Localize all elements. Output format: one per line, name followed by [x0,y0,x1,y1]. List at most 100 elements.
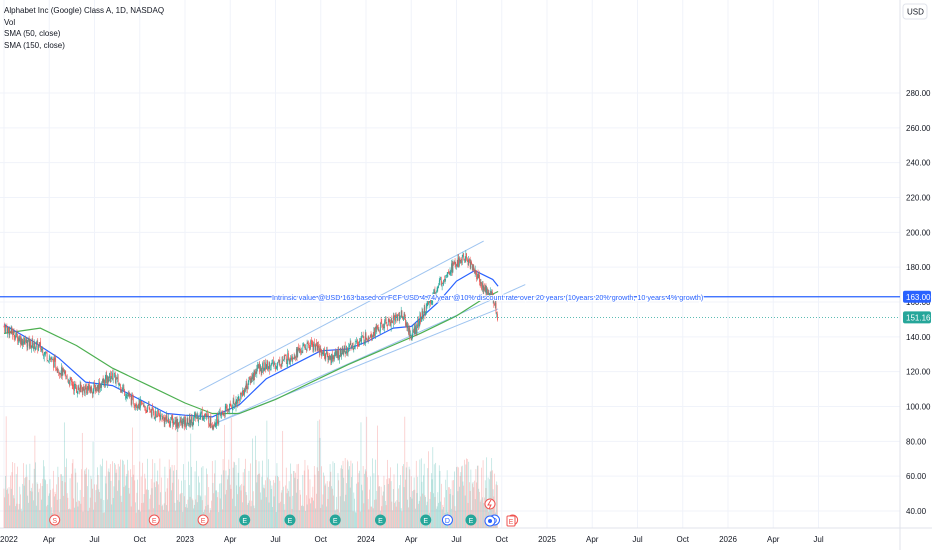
event-marker-label[interactable]: E [423,518,428,525]
volume-bar [410,496,411,528]
volume-bar [265,497,267,528]
candle-body [10,327,12,333]
volume-bar [116,469,118,528]
event-marker-earnings[interactable] [465,514,477,526]
event-marker-split[interactable] [148,514,160,526]
candle-body [151,408,153,417]
candle-body [408,328,410,333]
volume-bar [65,467,67,528]
event-marker-earnings[interactable] [239,514,251,526]
candle-body [78,387,80,391]
event-marker-label[interactable]: E [288,518,293,525]
volume-bar [311,497,312,528]
event-marker-earnings[interactable] [420,514,432,526]
volume-bar [320,507,322,528]
candle-body [135,403,137,407]
sma-50-label[interactable]: SMA (50, close) [4,29,61,38]
event-marker-label[interactable]: E [201,518,206,525]
candle-body [94,383,95,388]
volume-bar [373,473,375,528]
candle-body [384,320,386,328]
volume-bar [292,495,294,528]
event-marker-label[interactable]: E [469,518,474,525]
event-marker-label[interactable]: S [52,518,57,525]
intrinsic-annotation[interactable]: Intrinsic value @USD 163 based on FCF US… [271,292,704,303]
volume-bar [137,509,139,528]
event-marker-label[interactable]: E [152,518,157,525]
volume-bar [119,466,120,528]
candle-body [117,376,119,385]
symbol-title[interactable]: Alphabet Inc (Google) Class A, 1D, NASDA… [4,6,165,15]
volume-bar [309,479,311,528]
volume-bar [367,477,368,528]
candle-body [301,352,303,353]
candle-body [484,287,486,292]
candle-body [115,378,117,384]
event-marker-split[interactable] [49,514,61,526]
volume-bar [419,459,421,528]
event-marker-label[interactable]: E [333,518,338,525]
candle-body [165,416,166,420]
candle-body [469,259,471,267]
sma-150-label[interactable]: SMA (150, close) [4,40,65,50]
volume-indicator-label[interactable]: Vol [4,17,16,27]
volume-bar [185,507,187,528]
event-marker-earnings[interactable] [284,514,296,526]
channel-upper-line[interactable] [199,240,484,392]
candle-body [47,360,49,361]
volume-bar [370,506,372,528]
volume-bar [140,476,142,528]
volume-bar [44,479,46,528]
event-marker-label[interactable]: E [378,518,383,525]
volume-bar [98,489,100,528]
currency-button-label[interactable]: USD [907,8,924,17]
candle-body [288,360,290,362]
candle-body [186,418,188,424]
candle-body [463,253,465,258]
candle-body [263,368,265,371]
candle-body [252,374,254,380]
volume-bar [452,495,454,528]
candle-body [433,290,435,292]
volume-bar [130,469,131,528]
candle-body [418,322,420,328]
volume-bar [71,473,72,528]
currency-button[interactable] [902,3,928,20]
event-marker-earnings[interactable] [329,514,341,526]
candle-body [393,315,395,318]
volume-bar [87,511,89,528]
candle-body [422,311,424,319]
upcoming-earnings-icon[interactable] [506,515,516,527]
volume-bar [166,488,168,528]
volume-bar [25,477,26,528]
event-marker-label[interactable]: E [242,518,247,525]
candle-body [293,357,294,359]
event-marker-split[interactable] [197,514,209,526]
volume-bar [272,506,273,528]
candle-body [258,364,260,369]
time-tick-label: Jul [270,535,280,544]
volume-bar [462,481,464,528]
event-marker-label[interactable]: D [445,518,450,525]
flash-event-icon[interactable] [484,498,496,510]
volume-bar [115,472,117,528]
candle-body [74,383,75,391]
candle-body [155,412,157,416]
volume-bar [56,484,57,528]
sma-150-path[interactable] [3,290,499,415]
event-marker-dividend[interactable] [441,514,453,526]
volume-bar [369,476,371,528]
volume-bar [397,463,398,528]
volume-bar [485,488,487,528]
candle-body [246,381,248,388]
volume-bar [269,479,271,528]
volume-bar [295,472,296,528]
event-marker-earnings[interactable] [374,514,386,526]
volume-bar [198,476,199,528]
candle-body [267,360,268,370]
candle-body [467,260,469,265]
channel-lower-line[interactable] [213,284,526,425]
candle-body [122,387,124,389]
candle-body [486,287,488,294]
